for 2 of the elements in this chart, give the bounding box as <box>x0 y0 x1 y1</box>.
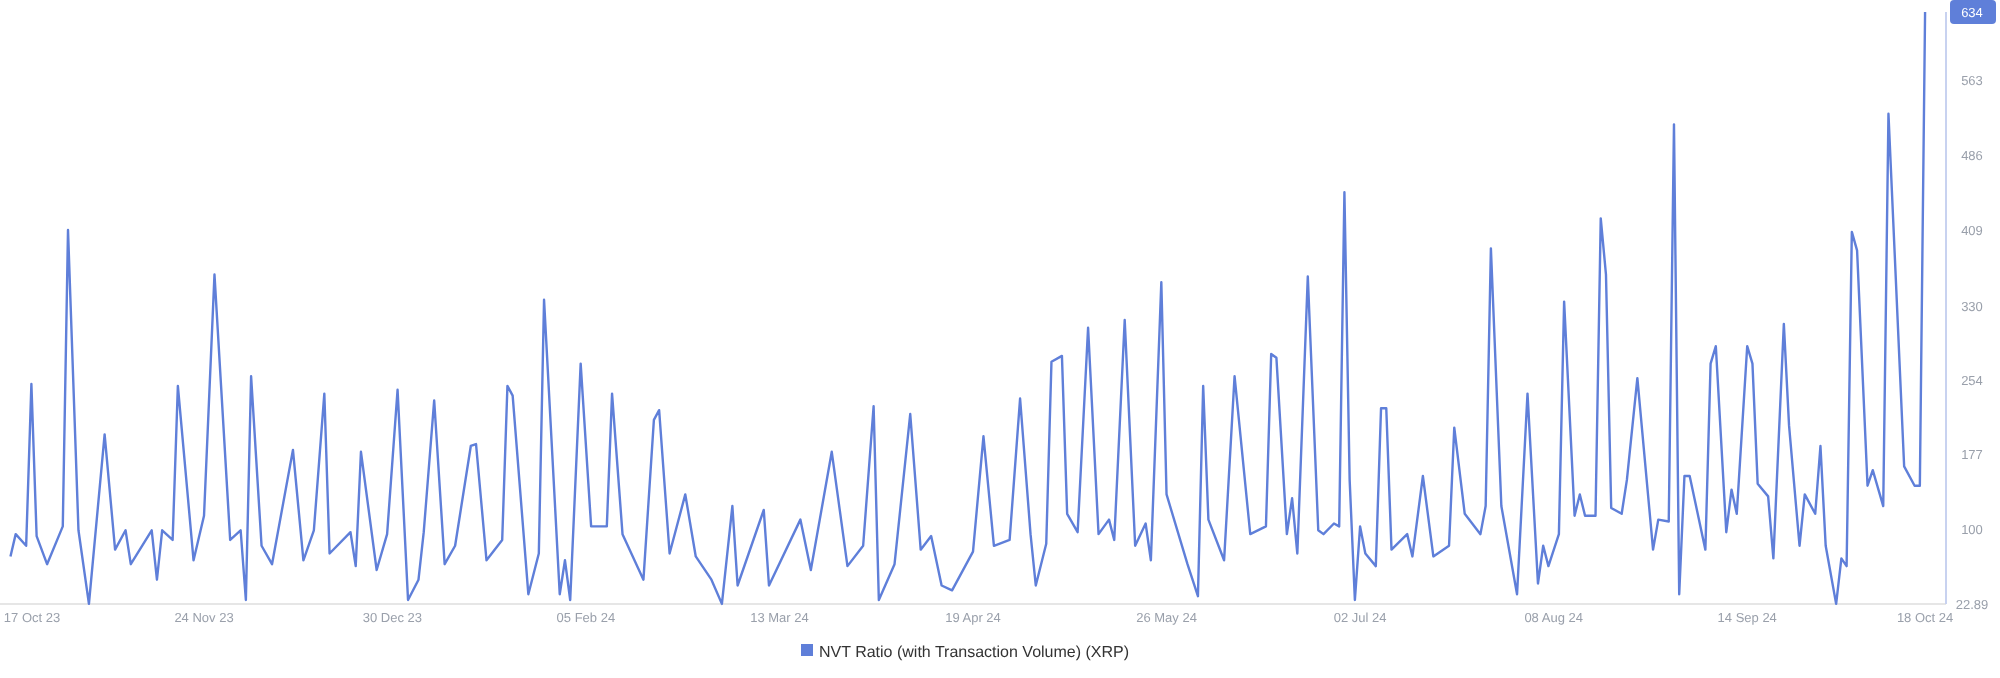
line-series <box>9 10 1927 606</box>
legend-label: NVT Ratio (with Transaction Volume) (XRP) <box>819 643 1130 662</box>
